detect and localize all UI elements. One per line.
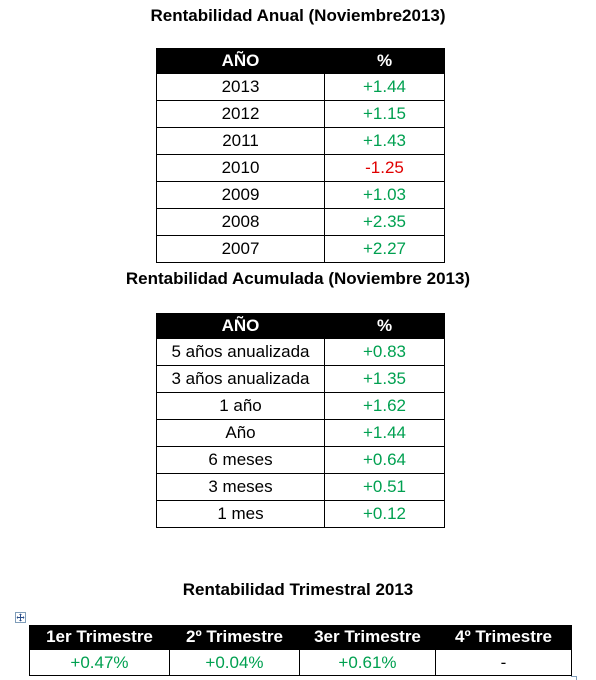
trimestral-q3-value: +0.61% [299, 649, 436, 676]
acumulada-period-cell: 3 meses [156, 473, 325, 501]
acumulada-value-cell: +1.44 [324, 419, 445, 447]
acumulada-value-cell: +1.62 [324, 392, 445, 420]
trimestral-title: Rentabilidad Trimestral 2013 [182, 580, 414, 599]
trimestral-header-row: 1er Trimestre 2º Trimestre 3er Trimestre… [29, 625, 572, 650]
anual-value-cell: +1.43 [324, 127, 445, 155]
anual-value-cell: +1.44 [324, 73, 445, 101]
anual-value-cell: +1.15 [324, 100, 445, 128]
acumulada-period-cell: 1 mes [156, 500, 325, 528]
anual-title: Rentabilidad Anual (Noviembre2013) [150, 6, 446, 25]
anual-year-cell: 2010 [156, 154, 325, 182]
table-row: 3 meses +0.51 [156, 473, 445, 501]
anual-table: AÑO % 2013 +1.44 2012 +1.15 2011 +1.43 2… [156, 48, 445, 263]
trimestral-header-q1: 1er Trimestre [29, 625, 170, 650]
table-row: Año +1.44 [156, 419, 445, 447]
trimestral-header-q2: 2º Trimestre [169, 625, 300, 650]
trimestral-table: 1er Trimestre 2º Trimestre 3er Trimestre… [29, 625, 572, 676]
acumulada-header-row: AÑO % [156, 313, 445, 339]
anual-year-cell: 2008 [156, 208, 325, 236]
anual-year-cell: 2009 [156, 181, 325, 209]
anual-year-cell: 2007 [156, 235, 325, 263]
anual-year-cell: 2011 [156, 127, 325, 155]
acumulada-period-cell: Año [156, 419, 325, 447]
acumulada-header-year: AÑO [156, 313, 325, 339]
acumulada-value-cell: +1.35 [324, 365, 445, 393]
acumulada-value-cell: +0.83 [324, 338, 445, 366]
anual-header-year: AÑO [156, 48, 325, 74]
table-row: 2010 -1.25 [156, 154, 445, 182]
trimestral-header-q4: 4º Trimestre [435, 625, 572, 650]
acumulada-period-cell: 5 años anualizada [156, 338, 325, 366]
anual-year-cell: 2013 [156, 73, 325, 101]
acumulada-table: AÑO % 5 años anualizada +0.83 3 años anu… [156, 313, 445, 528]
acumulada-title: Rentabilidad Acumulada (Noviembre 2013) [125, 269, 471, 288]
table-row: 1 año +1.62 [156, 392, 445, 420]
acumulada-period-cell: 1 año [156, 392, 325, 420]
acumulada-period-cell: 6 meses [156, 446, 325, 474]
acumulada-value-cell: +0.12 [324, 500, 445, 528]
table-row: 5 años anualizada +0.83 [156, 338, 445, 366]
table-row: 3 años anualizada +1.35 [156, 365, 445, 393]
anual-value-cell: +2.27 [324, 235, 445, 263]
table-row: 2008 +2.35 [156, 208, 445, 236]
table-row: 2007 +2.27 [156, 235, 445, 263]
acumulada-value-cell: +0.51 [324, 473, 445, 501]
table-resize-handle[interactable] [571, 676, 577, 680]
anual-value-cell: -1.25 [324, 154, 445, 182]
table-row: 2013 +1.44 [156, 73, 445, 101]
acumulada-header-percent: % [324, 313, 445, 339]
acumulada-period-cell: 3 años anualizada [156, 365, 325, 393]
table-row: 2011 +1.43 [156, 127, 445, 155]
trimestral-header-q3: 3er Trimestre [299, 625, 436, 650]
trimestral-q1-value: +0.47% [29, 649, 170, 676]
trimestral-q2-value: +0.04% [169, 649, 300, 676]
trimestral-q4-value: - [435, 649, 572, 676]
move-arrows-icon[interactable] [15, 612, 26, 623]
anual-header-percent: % [324, 48, 445, 74]
anual-header-row: AÑO % [156, 48, 445, 74]
table-row: +0.47% +0.04% +0.61% - [29, 649, 572, 676]
acumulada-value-cell: +0.64 [324, 446, 445, 474]
table-row: 1 mes +0.12 [156, 500, 445, 528]
table-row: 2009 +1.03 [156, 181, 445, 209]
table-row: 6 meses +0.64 [156, 446, 445, 474]
anual-year-cell: 2012 [156, 100, 325, 128]
anual-value-cell: +2.35 [324, 208, 445, 236]
table-row: 2012 +1.15 [156, 100, 445, 128]
anual-value-cell: +1.03 [324, 181, 445, 209]
